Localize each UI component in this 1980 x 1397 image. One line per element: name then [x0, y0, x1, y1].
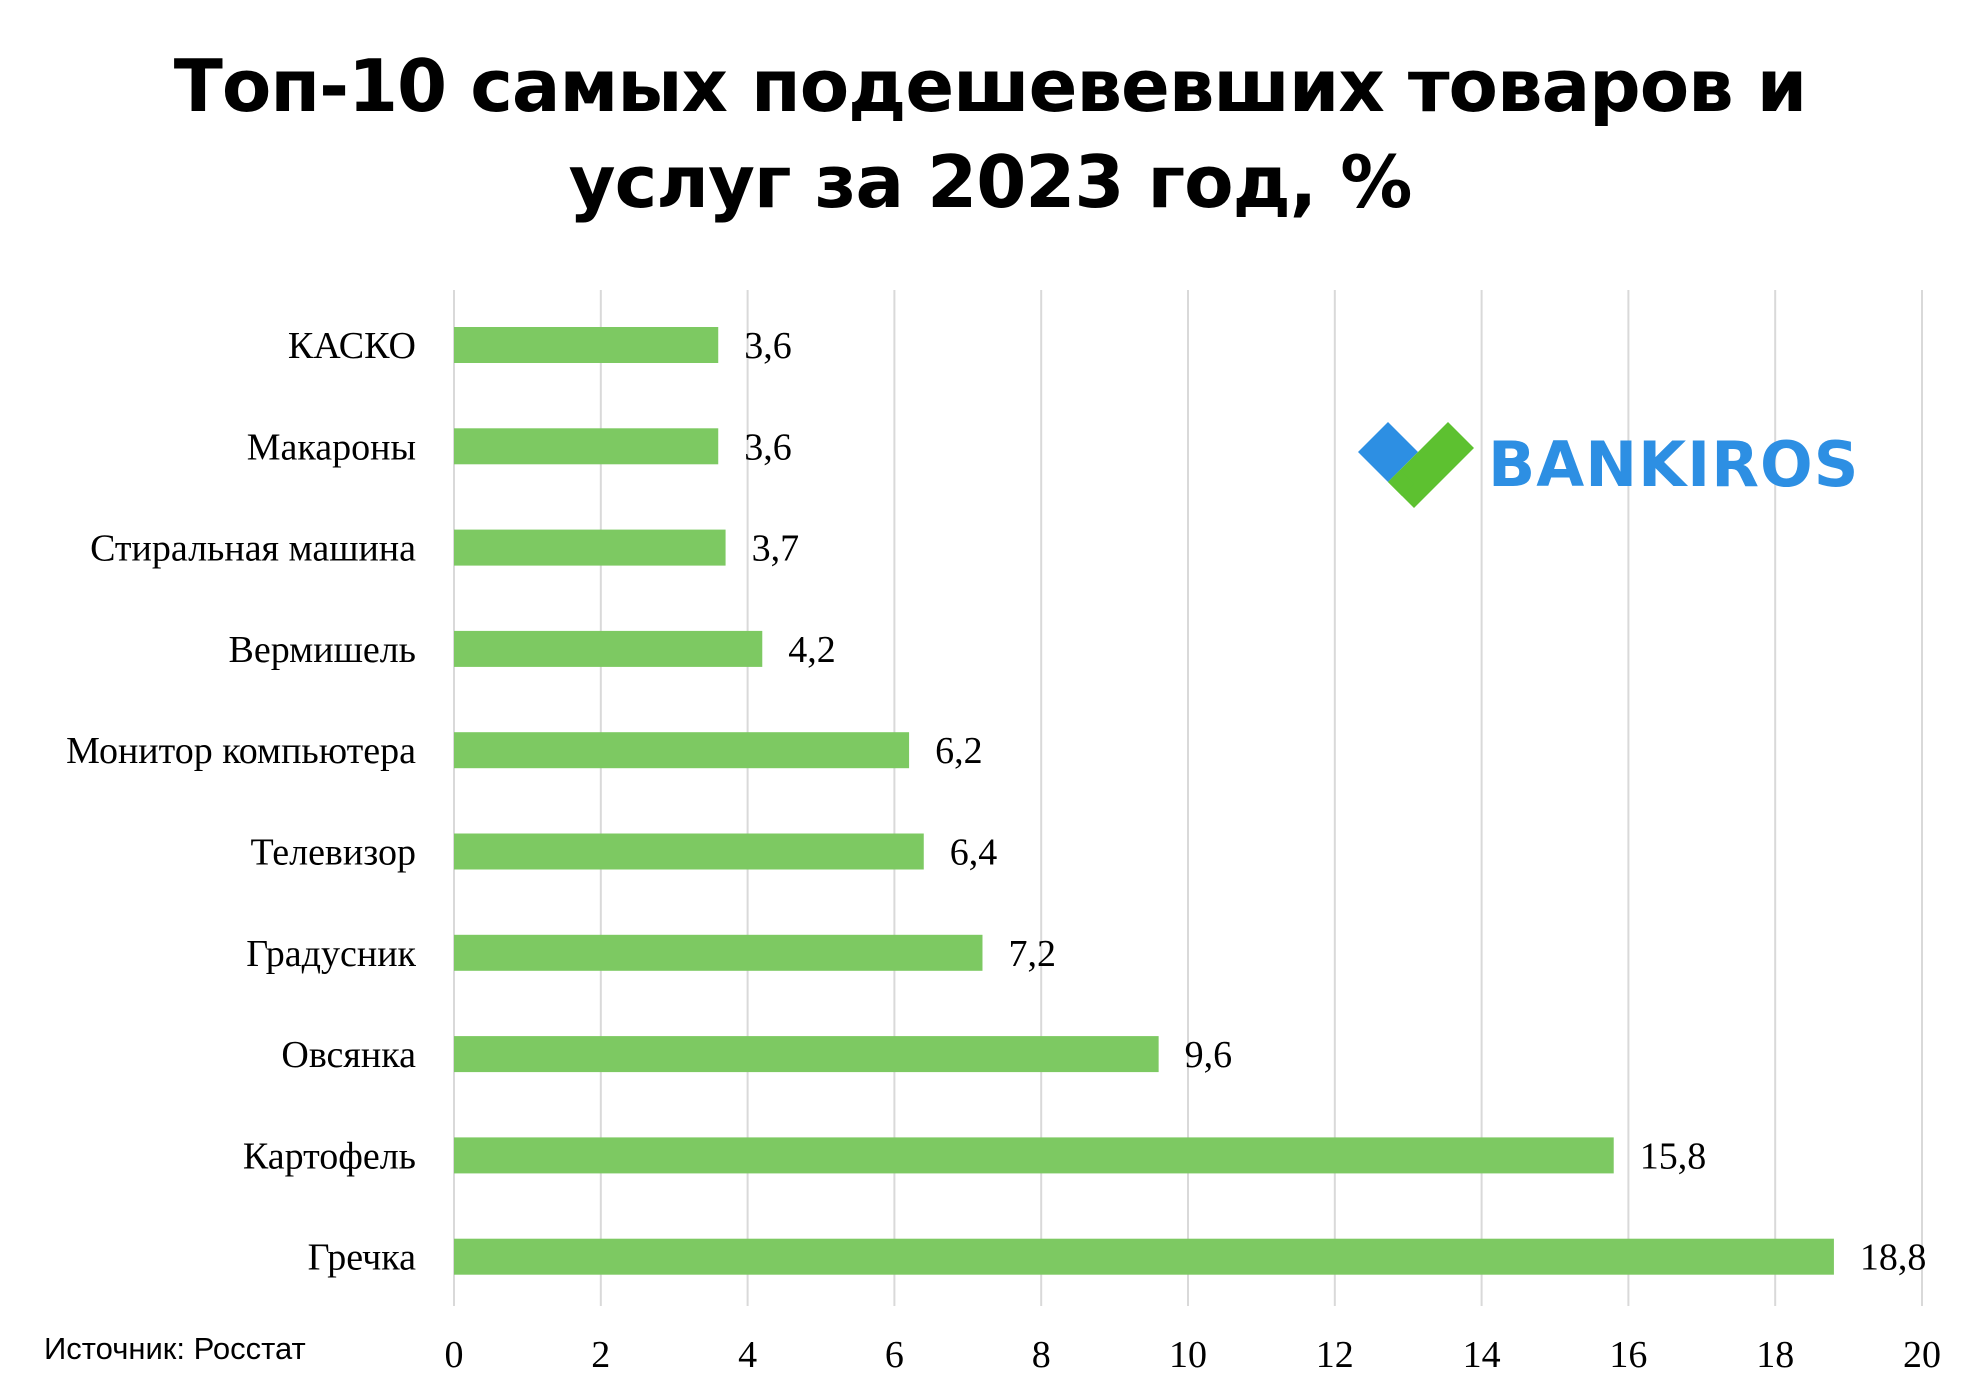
x-tick-label: 2 [591, 1334, 610, 1376]
bar [454, 630, 763, 667]
value-label: 6,2 [935, 730, 983, 772]
bar [454, 1238, 1834, 1275]
category-labels: КАСКО Макароны Стиральная машина Вермишель М… [66, 325, 416, 1279]
category-label: Градусник [246, 933, 416, 975]
x-tick-label: 8 [1032, 1334, 1051, 1376]
chart-title-line-2: услуг за 2023 год, % [568, 140, 1413, 224]
chart-title-line-1: Топ-10 самых подешевевших товаров и [173, 44, 1808, 128]
category-label: Картофель [243, 1135, 416, 1177]
category-label: КАСКО [288, 325, 416, 367]
bar [454, 1036, 1159, 1073]
heart-check-icon [1358, 422, 1474, 508]
x-axis-tick-labels: 0 2 4 6 8 10 12 14 16 18 20 [445, 1334, 1942, 1376]
bar [454, 732, 910, 769]
bar [454, 327, 719, 363]
value-label: 15,8 [1640, 1135, 1707, 1177]
value-label: 3,7 [752, 528, 800, 570]
value-label: 6,4 [950, 832, 998, 874]
bars [454, 327, 1834, 1275]
logo-text: BANKIROS [1488, 428, 1860, 501]
value-label: 3,6 [744, 325, 792, 367]
category-label: Овсянка [281, 1034, 416, 1076]
bar [454, 833, 924, 870]
value-label: 9,6 [1185, 1034, 1233, 1076]
category-label: Стиральная машина [90, 528, 416, 570]
bar [454, 934, 983, 971]
category-label: Гречка [308, 1237, 416, 1279]
gridlines [453, 290, 1923, 1306]
chart-title: Топ-10 самых подешевевших товаров и услу… [0, 38, 1980, 230]
source-note: Источник: Росстат [44, 1331, 306, 1366]
x-tick-label: 14 [1463, 1334, 1501, 1376]
x-tick-label: 18 [1756, 1334, 1794, 1376]
value-labels: 3,6 3,6 3,7 4,2 6,2 6,4 7,2 9,6 15,8 18,8 [744, 325, 1926, 1279]
x-tick-label: 20 [1903, 1334, 1941, 1376]
value-label: 3,6 [744, 426, 792, 468]
bar [454, 1137, 1614, 1174]
value-label: 18,8 [1860, 1237, 1927, 1279]
category-label: Монитор компьютера [66, 730, 416, 772]
value-label: 4,2 [788, 629, 836, 671]
logo-green-check-joint [1388, 470, 1414, 496]
x-tick-label: 16 [1609, 1334, 1647, 1376]
x-tick-label: 6 [885, 1334, 904, 1376]
x-tick-label: 12 [1316, 1334, 1354, 1376]
x-tick-label: 4 [738, 1334, 757, 1376]
category-label: Макароны [247, 426, 416, 468]
category-label: Телевизор [250, 832, 416, 874]
bar [454, 529, 726, 566]
category-label: Вермишель [229, 629, 416, 671]
bar [454, 428, 719, 465]
value-label: 7,2 [1008, 933, 1056, 975]
x-tick-label: 10 [1169, 1334, 1207, 1376]
x-tick-label: 0 [445, 1334, 464, 1376]
